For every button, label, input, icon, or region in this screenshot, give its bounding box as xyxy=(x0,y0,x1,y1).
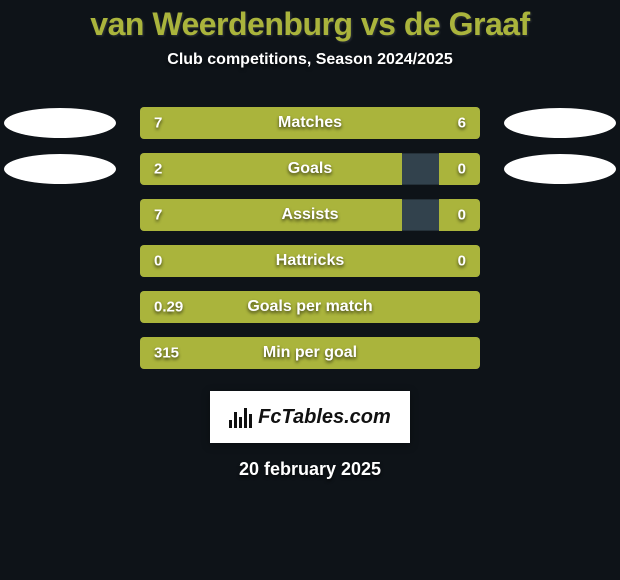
stat-label: Min per goal xyxy=(263,344,357,362)
page-title: van Weerdenburg vs de Graaf xyxy=(0,6,620,43)
stat-value-right: 6 xyxy=(458,115,466,132)
stat-label: Assists xyxy=(282,206,339,224)
stat-value-left: 7 xyxy=(154,115,162,132)
stat-row: 0.29 Goals per match xyxy=(0,291,620,323)
fctables-badge[interactable]: FcTables.com xyxy=(210,391,410,443)
stat-row: 7 6 Matches xyxy=(0,107,620,139)
stat-bar-right xyxy=(324,107,480,139)
stat-bar-track: 2 0 Goals xyxy=(140,153,480,185)
comparison-card: van Weerdenburg vs de Graaf Club competi… xyxy=(0,0,620,580)
stat-row: 7 0 Assists xyxy=(0,199,620,231)
stat-value-right: 0 xyxy=(458,207,466,224)
badge-text: FcTables.com xyxy=(258,406,391,429)
snapshot-date: 20 february 2025 xyxy=(0,459,620,480)
stat-row: 0 0 Hattricks xyxy=(0,245,620,277)
stat-value-left: 7 xyxy=(154,207,162,224)
stat-value-right: 0 xyxy=(458,253,466,270)
subtitle: Club competitions, Season 2024/2025 xyxy=(0,51,620,69)
stat-bar-track: 7 6 Matches xyxy=(140,107,480,139)
stat-bar-left xyxy=(140,199,402,231)
fctables-label: FcTables.com xyxy=(229,406,391,429)
bar-chart-icon xyxy=(229,406,252,428)
stat-value-right: 0 xyxy=(458,161,466,178)
stats-rows: 7 6 Matches 2 0 Goals 7 0 Assists 0 0 Hattricks 0.29… xyxy=(0,107,620,369)
stat-value-left: 0 xyxy=(154,253,162,270)
player-photo-right xyxy=(504,108,616,138)
stat-bar-track: 315 Min per goal xyxy=(140,337,480,369)
stat-bar-track: 0 0 Hattricks xyxy=(140,245,480,277)
stat-label: Hattricks xyxy=(276,252,344,270)
stat-value-left: 0.29 xyxy=(154,299,183,316)
player-photo-left xyxy=(4,154,116,184)
stat-row: 2 0 Goals xyxy=(0,153,620,185)
stat-bar-track: 7 0 Assists xyxy=(140,199,480,231)
stat-row: 315 Min per goal xyxy=(0,337,620,369)
stat-value-left: 315 xyxy=(154,345,179,362)
stat-label: Goals per match xyxy=(247,298,372,316)
stat-bar-left xyxy=(140,153,402,185)
stat-label: Goals xyxy=(288,160,332,178)
player-photo-right xyxy=(504,154,616,184)
stat-bar-track: 0.29 Goals per match xyxy=(140,291,480,323)
stat-label: Matches xyxy=(278,114,342,132)
player-photo-left xyxy=(4,108,116,138)
stat-value-left: 2 xyxy=(154,161,162,178)
